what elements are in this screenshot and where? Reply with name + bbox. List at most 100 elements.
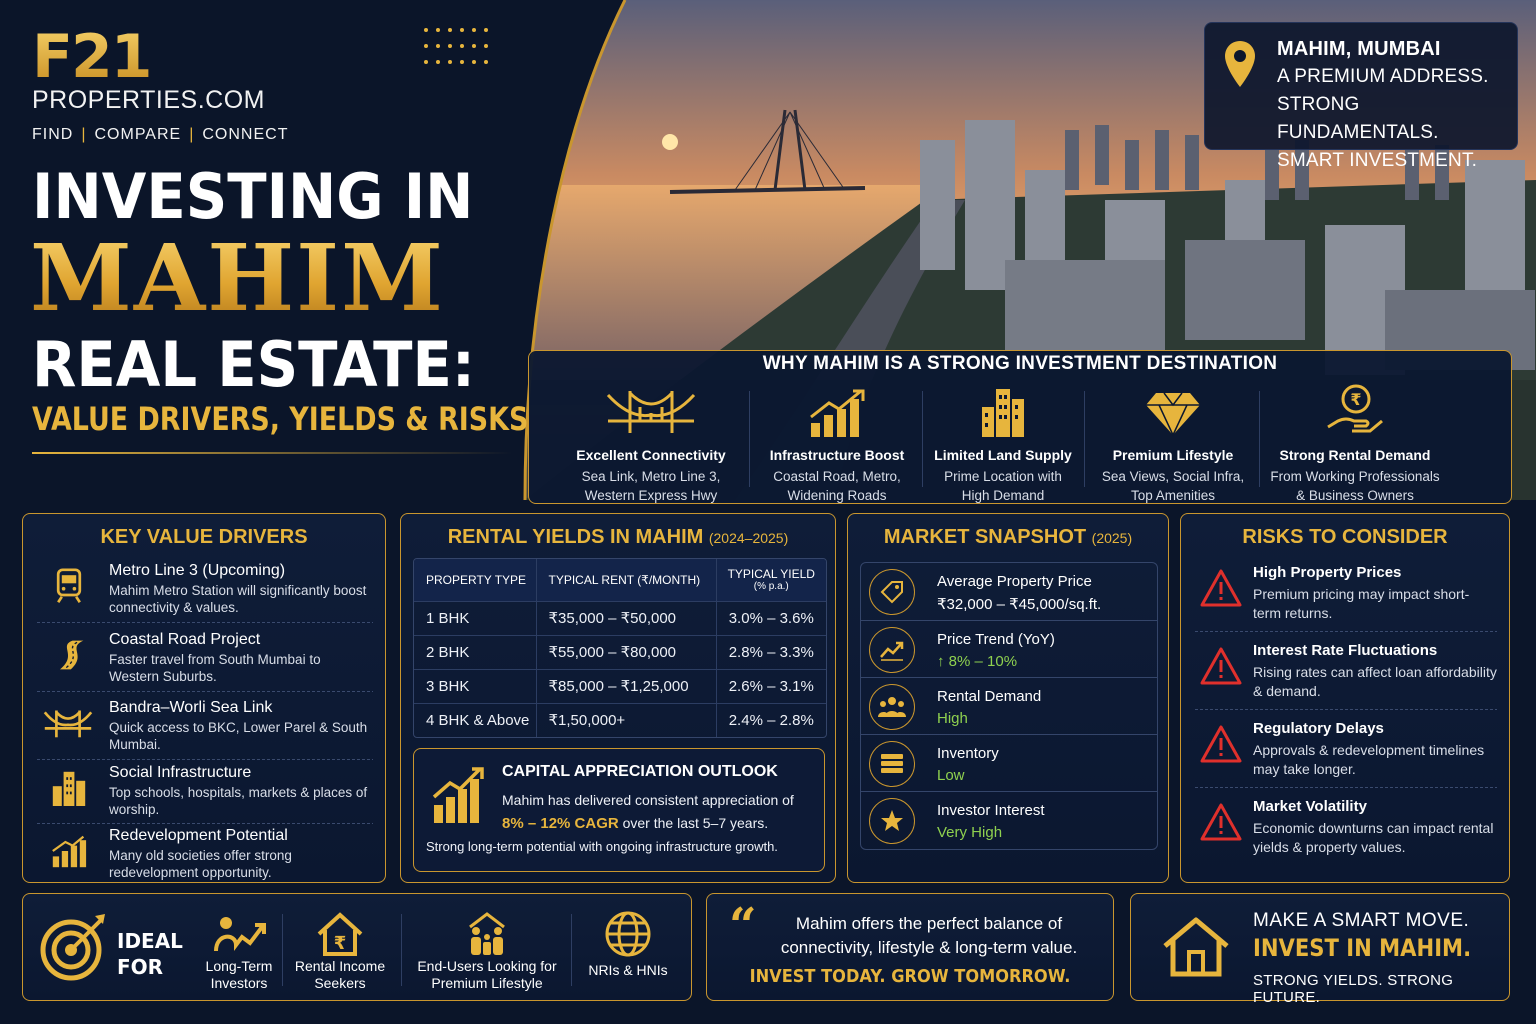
ideal-for-panel: IDEAL FOR Long-Term Investors ₹ Rental I…	[22, 893, 692, 1001]
driver-item: Redevelopment Potential Many old societi…	[37, 827, 373, 889]
divider	[401, 914, 402, 986]
decorative-dot	[460, 44, 464, 48]
people-icon	[869, 684, 915, 730]
why-item-rental-demand: ₹ Strong Rental Demand From Working Prof…	[1263, 383, 1447, 503]
road-icon	[60, 640, 84, 670]
quote-panel: “ Mahim offers the perfect balance of co…	[706, 893, 1114, 1001]
why-item-land-supply: Limited Land Supply Prime Location with H…	[925, 383, 1081, 503]
why-desc-line: Widening Roads	[787, 488, 887, 503]
snapshot-label: Price Trend (YoY)	[937, 631, 1055, 648]
driver-desc: Faster travel from South Mumbai to Weste…	[109, 652, 321, 684]
divider	[37, 823, 373, 824]
key-value-drivers-panel: KEY VALUE DRIVERS Metro Line 3 (Upcoming…	[22, 513, 386, 883]
capital-appreciation-box: CAPITAL APPRECIATION OUTLOOK Mahim has d…	[413, 748, 825, 872]
table-row: 2 BHK ₹55,000 – ₹80,000 2.8% – 3.3%	[414, 634, 826, 669]
snapshot-row: Price Trend (YoY) ↑ 8% – 10%	[861, 620, 1157, 677]
why-desc-line: Sea Link, Metro Line 3,	[581, 469, 721, 484]
why-heading-land-supply: Limited Land Supply	[934, 447, 1072, 463]
ideal-item-line: Rental Income	[294, 958, 386, 974]
cell-rent: ₹55,000 – ₹80,000	[536, 634, 717, 669]
location-line-2: STRONG FUNDAMENTALS.	[1277, 94, 1439, 143]
driver-heading: Redevelopment Potential	[109, 827, 288, 844]
decorative-dot	[436, 28, 440, 32]
ideal-item-line: Long-Term	[205, 958, 273, 974]
cell-rent: ₹35,000 – ₹50,000	[536, 600, 717, 635]
decorative-dot	[472, 60, 476, 64]
ideal-label-line1: IDEAL	[117, 929, 183, 953]
decorative-dot	[472, 44, 476, 48]
why-item-connectivity: Excellent Connectivity Sea Link, Metro L…	[551, 383, 751, 503]
divider	[749, 391, 750, 487]
cta-line-2: INVEST IN MAHIM.	[1253, 934, 1472, 962]
why-item-infrastructure: Infrastructure Boost Coastal Road, Metro…	[755, 383, 919, 503]
rupee-house-icon: ₹	[317, 912, 363, 956]
title-line-3: REAL ESTATE:	[32, 328, 475, 401]
risk-heading: High Property Prices	[1253, 564, 1402, 581]
bridge-icon	[606, 391, 696, 433]
risks-title: RISKS TO CONSIDER	[1242, 526, 1448, 548]
ideal-item-nri-hni: NRIs & HNIs	[575, 910, 681, 979]
decorative-dot	[424, 28, 428, 32]
cell-type: 4 BHK & Above	[414, 702, 537, 737]
cell-yield: 2.8% – 3.3%	[716, 634, 826, 669]
ideal-item-investors: Long-Term Investors	[187, 910, 291, 992]
driver-item: Bandra–Worli Sea Link Quick access to BK…	[37, 699, 373, 761]
yields-title-text: RENTAL YIELDS IN MAHIM	[447, 526, 704, 548]
subtitle: VALUE DRIVERS, YIELDS & RISKS	[32, 400, 529, 438]
location-card: MAHIM, MUMBAI A PREMIUM ADDRESS. STRONG …	[1204, 22, 1518, 171]
quote-cta: INVEST TODAY. GROW TOMORROW.	[749, 966, 1071, 987]
col-header-type: PROPERTY TYPE	[414, 559, 537, 601]
market-snapshot-panel: MARKET SNAPSHOT (2025) Average Property …	[847, 513, 1169, 883]
decorative-dot	[424, 60, 428, 64]
cta-line-1: MAKE A SMART MOVE.	[1253, 910, 1470, 931]
svg-text:₹: ₹	[334, 933, 347, 954]
location-line-3: SMART INVESTMENT.	[1277, 150, 1478, 171]
decorative-dot	[484, 60, 488, 64]
why-heading-infrastructure: Infrastructure Boost	[769, 447, 905, 463]
why-item-lifestyle: Premium Lifestyle Sea Views, Social Infr…	[1089, 383, 1257, 503]
cell-yield: 2.6% – 3.1%	[716, 668, 826, 703]
table-row: 1 BHK ₹35,000 – ₹50,000 3.0% – 3.6%	[414, 600, 826, 635]
snapshot-label: Investor Interest	[937, 802, 1045, 819]
risk-item: Interest Rate Fluctuations Rising rates …	[1195, 642, 1497, 714]
bridge-icon	[43, 710, 93, 738]
why-desc-line: Sea Views, Social Infra,	[1101, 469, 1245, 484]
investor-icon	[214, 917, 266, 952]
cell-yield: 3.0% – 3.6%	[716, 600, 826, 635]
warning-icon	[1200, 647, 1242, 685]
capital-body-text: Mahim has delivered consistent appreciat…	[502, 792, 794, 808]
ideal-item-line: End-Users Looking for	[417, 958, 557, 974]
risk-desc: Premium pricing may impact short-term re…	[1253, 586, 1470, 621]
svg-text:₹: ₹	[1350, 390, 1361, 409]
cell-yield: 2.4% – 2.8%	[716, 702, 826, 737]
quote-mark-icon: “	[729, 898, 757, 954]
globe-icon	[605, 911, 651, 957]
snapshot-row: Investor Interest Very High	[861, 791, 1157, 848]
ideal-item-rental-seekers: ₹ Rental Income Seekers	[285, 910, 395, 992]
growth-chart-icon	[810, 389, 865, 437]
why-heading-rental-demand: Strong Rental Demand	[1279, 447, 1431, 463]
divider	[37, 759, 373, 760]
why-title: WHY MAHIM IS A STRONG INVESTMENT DESTINA…	[762, 353, 1278, 374]
risk-desc: Approvals & redevelopment timelines may …	[1253, 742, 1485, 777]
title-line-2: MAHIM	[30, 224, 446, 332]
driver-item: Coastal Road Project Faster travel from …	[37, 631, 373, 693]
why-heading-connectivity: Excellent Connectivity	[576, 447, 726, 463]
snapshot-value: Low	[937, 767, 965, 784]
tagline-connect: CONNECT	[202, 126, 289, 143]
location-pin-icon	[1225, 41, 1255, 87]
decorative-dot	[472, 28, 476, 32]
trend-up-icon	[869, 627, 915, 673]
ideal-item-line: Premium Lifestyle	[431, 975, 543, 991]
star-icon	[869, 798, 915, 844]
capital-title: CAPITAL APPRECIATION OUTLOOK	[502, 763, 778, 780]
driver-desc: Top schools, hospitals, markets & places…	[109, 785, 368, 817]
snapshot-row: Average Property Price ₹32,000 – ₹45,000…	[861, 563, 1157, 620]
cell-type: 2 BHK	[414, 634, 537, 669]
risk-item: Regulatory Delays Approvals & redevelopm…	[1195, 720, 1497, 792]
risk-desc: Economic downturns can impact rental yie…	[1253, 820, 1494, 855]
ideal-item-line: Investors	[210, 975, 268, 991]
cell-type: 1 BHK	[414, 600, 537, 635]
quote-text: Mahim offers the perfect balance of conn…	[780, 914, 1078, 957]
stack-icon	[869, 741, 915, 787]
